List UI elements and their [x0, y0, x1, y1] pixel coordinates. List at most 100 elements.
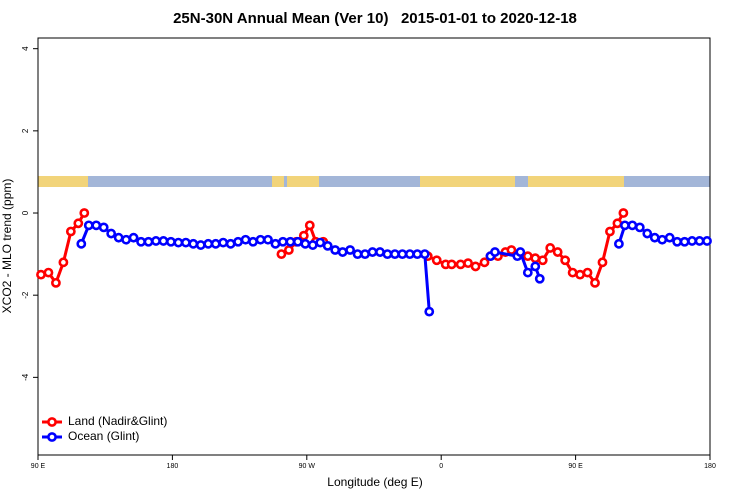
- data-point: [397, 249, 408, 260]
- data-point: [455, 259, 466, 270]
- data-point: [367, 247, 378, 257]
- y-tick-label: -4: [21, 373, 30, 381]
- data-point: [225, 238, 236, 249]
- data-point: [276, 249, 287, 260]
- data-point: [597, 257, 608, 268]
- data-point: [404, 249, 415, 260]
- data-point: [166, 236, 176, 247]
- y-tick-label: -2: [21, 291, 30, 299]
- data-point: [106, 228, 117, 239]
- data-point: [285, 236, 296, 247]
- data-point: [382, 249, 393, 260]
- data-point: [300, 238, 311, 249]
- data-point: [575, 269, 585, 280]
- data-point: [173, 237, 184, 248]
- data-point: [567, 267, 578, 278]
- data-point: [143, 236, 154, 247]
- data-point: [679, 236, 690, 247]
- data-point: [431, 255, 442, 266]
- data-point: [515, 247, 526, 257]
- x-tick-label: 0: [439, 463, 443, 470]
- data-point: [412, 249, 423, 260]
- x-tick-label: 90 W: [299, 463, 316, 470]
- legend-label: Land (Nadir&Glint): [68, 414, 167, 428]
- series-line: [79, 223, 707, 312]
- legend-label: Ocean (Glint): [68, 429, 139, 443]
- data-point: [158, 236, 169, 246]
- data-point: [479, 257, 490, 268]
- data-point: [91, 220, 102, 231]
- data-point: [614, 238, 624, 249]
- data-point: [375, 247, 385, 257]
- data-point: [642, 228, 653, 239]
- data-point: [664, 232, 675, 243]
- legend-marker: [47, 417, 57, 427]
- x-axis-label: Longitude (deg E): [327, 475, 422, 489]
- data-point: [307, 240, 318, 250]
- data-point: [58, 257, 69, 268]
- data-point: [43, 267, 54, 278]
- data-point: [65, 226, 76, 237]
- data-point: [298, 230, 309, 241]
- data-point: [76, 238, 87, 249]
- data-point: [345, 245, 356, 255]
- data-point: [278, 236, 288, 247]
- data-point: [552, 247, 563, 257]
- data-point: [534, 273, 545, 284]
- data-point: [424, 306, 435, 317]
- data-point: [627, 220, 638, 231]
- x-tick-label: 90 E: [31, 463, 46, 470]
- y-tick-label: 4: [21, 46, 30, 51]
- data-point: [618, 208, 629, 218]
- data-point: [240, 234, 251, 245]
- legend-marker: [47, 432, 57, 442]
- data-point: [98, 222, 109, 233]
- data-point: [537, 255, 548, 266]
- data-point: [545, 243, 556, 253]
- data-point: [79, 208, 90, 218]
- data-point: [322, 240, 333, 251]
- data-point: [672, 236, 683, 247]
- data-point: [180, 237, 191, 248]
- data-point: [51, 277, 61, 288]
- data-point: [470, 261, 481, 272]
- data-point: [263, 234, 273, 245]
- data-point: [619, 220, 630, 231]
- data-point: [128, 232, 139, 243]
- data-point: [530, 253, 541, 264]
- plot-frame: [37, 37, 711, 456]
- data-point: [113, 232, 124, 243]
- data-point: [292, 236, 303, 247]
- data-point: [210, 238, 221, 249]
- data-point: [612, 218, 623, 229]
- data-point: [634, 222, 645, 233]
- data-point: [649, 232, 660, 243]
- x-tick-label: 90 E: [568, 463, 583, 470]
- data-point: [283, 245, 294, 255]
- data-point: [590, 277, 600, 288]
- data-point: [560, 255, 571, 266]
- y-tick-label: 2: [21, 128, 30, 133]
- data-point: [530, 261, 541, 272]
- data-point: [360, 249, 370, 260]
- data-point: [121, 234, 132, 245]
- data-point: [446, 259, 457, 270]
- data-point: [419, 249, 430, 260]
- data-point: [248, 236, 258, 247]
- data-point: [188, 238, 199, 249]
- data-point: [337, 247, 348, 257]
- data-point: [218, 237, 229, 248]
- data-point: [255, 234, 266, 245]
- chart-title: 25N-30N Annual Mean (Ver 10) 2015-01-01 …: [173, 10, 577, 27]
- data-point: [657, 234, 668, 245]
- data-point: [490, 247, 500, 257]
- data-point: [203, 238, 214, 249]
- data-point: [506, 245, 517, 255]
- data-point: [390, 249, 400, 260]
- data-point: [195, 240, 206, 250]
- data-point: [687, 236, 697, 246]
- data-point: [151, 236, 161, 246]
- data-point: [522, 251, 533, 262]
- data-point: [304, 220, 315, 231]
